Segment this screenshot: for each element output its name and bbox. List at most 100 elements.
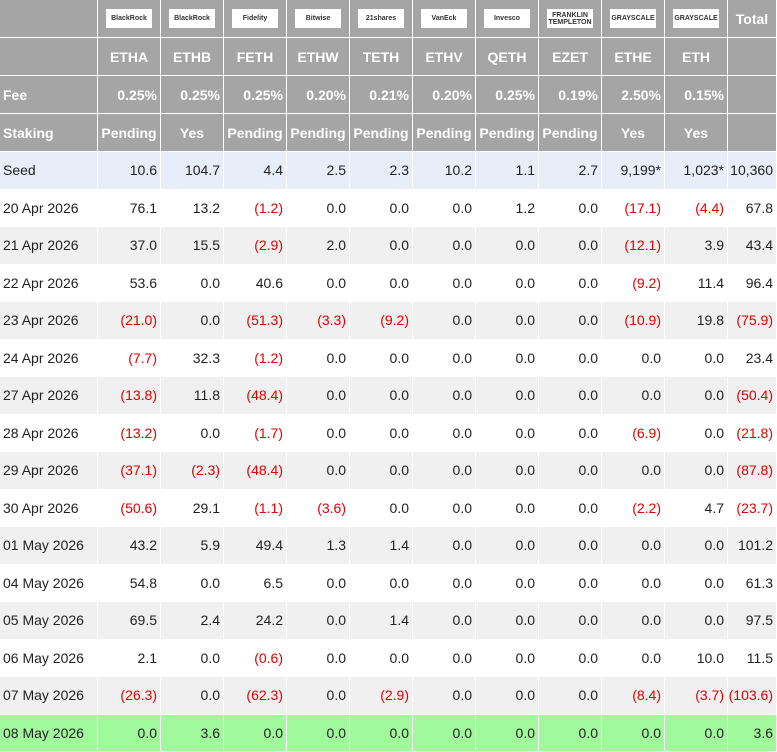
staking-value: Pending bbox=[224, 114, 287, 152]
flow-value: 0.0 bbox=[539, 339, 602, 377]
issuer-logo: Bitwise bbox=[295, 9, 341, 28]
flow-value: 0.0 bbox=[476, 264, 539, 302]
flow-value: 0.0 bbox=[539, 639, 602, 677]
flow-value: 0.0 bbox=[476, 677, 539, 715]
staking-value: Pending bbox=[476, 114, 539, 152]
flow-value: (50.4) bbox=[728, 377, 777, 415]
fee-value: 0.20% bbox=[413, 76, 476, 114]
flow-value: 11.8 bbox=[161, 377, 224, 415]
flow-value: 2.4 bbox=[161, 602, 224, 640]
logo-cell: GRAYSCALE bbox=[602, 0, 665, 38]
row-date: 04 May 2026 bbox=[0, 564, 98, 602]
flow-value: (62.3) bbox=[224, 677, 287, 715]
flow-value: 10.0 bbox=[665, 639, 728, 677]
flow-value: 43.4 bbox=[728, 227, 777, 265]
logo-cell: 21shares bbox=[350, 0, 413, 38]
flow-value: 0.0 bbox=[539, 677, 602, 715]
flow-value: 0.0 bbox=[539, 527, 602, 565]
flow-value: (9.2) bbox=[350, 302, 413, 340]
flow-value: 0.0 bbox=[602, 527, 665, 565]
flow-value: 2.0 bbox=[287, 227, 350, 265]
flow-value: 0.0 bbox=[98, 714, 161, 752]
flow-value: 61.3 bbox=[728, 564, 777, 602]
flow-value: 0.0 bbox=[161, 414, 224, 452]
row-date: 27 Apr 2026 bbox=[0, 377, 98, 415]
flow-value: (21.8) bbox=[728, 414, 777, 452]
flow-value: 0.0 bbox=[665, 377, 728, 415]
flow-value: 10.2 bbox=[413, 152, 476, 190]
flow-value: 0.0 bbox=[287, 377, 350, 415]
row-date: 08 May 2026 bbox=[0, 714, 98, 752]
flow-value: 19.8 bbox=[665, 302, 728, 340]
flow-value: 0.0 bbox=[602, 639, 665, 677]
flow-value: 15.5 bbox=[161, 227, 224, 265]
total-header: Total bbox=[728, 0, 777, 38]
flow-value: 0.0 bbox=[350, 564, 413, 602]
staking-total bbox=[728, 114, 777, 152]
flow-value: 0.0 bbox=[539, 602, 602, 640]
flow-value: 0.0 bbox=[287, 414, 350, 452]
flow-value: (87.8) bbox=[728, 452, 777, 490]
flow-value: (7.7) bbox=[98, 339, 161, 377]
row-date: 29 Apr 2026 bbox=[0, 452, 98, 490]
flow-value: 67.8 bbox=[728, 189, 777, 227]
row-date: 06 May 2026 bbox=[0, 639, 98, 677]
flow-value: 0.0 bbox=[224, 714, 287, 752]
flow-value: 32.3 bbox=[161, 339, 224, 377]
flow-value: 0.0 bbox=[476, 302, 539, 340]
flow-value: 0.0 bbox=[665, 714, 728, 752]
flow-value: 9,199* bbox=[602, 152, 665, 190]
flow-value: 0.0 bbox=[476, 452, 539, 490]
flow-value: 0.0 bbox=[413, 489, 476, 527]
flow-value: 0.0 bbox=[413, 564, 476, 602]
flow-value: 3.6 bbox=[161, 714, 224, 752]
flow-value: 0.0 bbox=[665, 602, 728, 640]
flow-value: 0.0 bbox=[413, 714, 476, 752]
logo-cell: VanEck bbox=[413, 0, 476, 38]
flow-value: (2.9) bbox=[350, 677, 413, 715]
flow-value: 0.0 bbox=[665, 414, 728, 452]
ticker: ETH bbox=[665, 38, 728, 76]
issuer-logo: Fidelity bbox=[232, 9, 278, 28]
flow-value: 0.0 bbox=[350, 414, 413, 452]
flow-value: 0.0 bbox=[476, 527, 539, 565]
flow-value: (23.7) bbox=[728, 489, 777, 527]
staking-label: Staking bbox=[0, 114, 98, 152]
flow-value: 0.0 bbox=[602, 564, 665, 602]
flow-value: 11.4 bbox=[665, 264, 728, 302]
flow-value: 0.0 bbox=[539, 302, 602, 340]
flow-value: 0.0 bbox=[602, 452, 665, 490]
logo-cell: BlackRock bbox=[98, 0, 161, 38]
flow-value: 0.0 bbox=[350, 189, 413, 227]
flow-value: 69.5 bbox=[98, 602, 161, 640]
flow-value: 0.0 bbox=[539, 377, 602, 415]
flow-value: 76.1 bbox=[98, 189, 161, 227]
flow-value: 0.0 bbox=[476, 602, 539, 640]
flow-value: (6.9) bbox=[602, 414, 665, 452]
flow-value: 101.2 bbox=[728, 527, 777, 565]
flow-value: 0.0 bbox=[161, 564, 224, 602]
flow-value: 0.0 bbox=[413, 527, 476, 565]
flow-value: 6.5 bbox=[224, 564, 287, 602]
flow-value: 1.4 bbox=[350, 602, 413, 640]
row-date: 20 Apr 2026 bbox=[0, 189, 98, 227]
ticker-total bbox=[728, 38, 777, 76]
flow-value: 0.0 bbox=[476, 564, 539, 602]
logo-cell: Fidelity bbox=[224, 0, 287, 38]
flow-value: 0.0 bbox=[602, 377, 665, 415]
flow-value: (9.2) bbox=[602, 264, 665, 302]
staking-value: Pending bbox=[539, 114, 602, 152]
flow-value: 29.1 bbox=[161, 489, 224, 527]
flow-value: (0.6) bbox=[224, 639, 287, 677]
flow-value: 0.0 bbox=[476, 377, 539, 415]
staking-value: Pending bbox=[98, 114, 161, 152]
flow-value: 0.0 bbox=[602, 714, 665, 752]
flow-value: 37.0 bbox=[98, 227, 161, 265]
flow-value: (2.2) bbox=[602, 489, 665, 527]
row-date: 01 May 2026 bbox=[0, 527, 98, 565]
flow-value: 4.4 bbox=[224, 152, 287, 190]
flow-value: 0.0 bbox=[413, 339, 476, 377]
flow-value: 2.3 bbox=[350, 152, 413, 190]
flow-value: 0.0 bbox=[287, 564, 350, 602]
logo-cell: Invesco bbox=[476, 0, 539, 38]
